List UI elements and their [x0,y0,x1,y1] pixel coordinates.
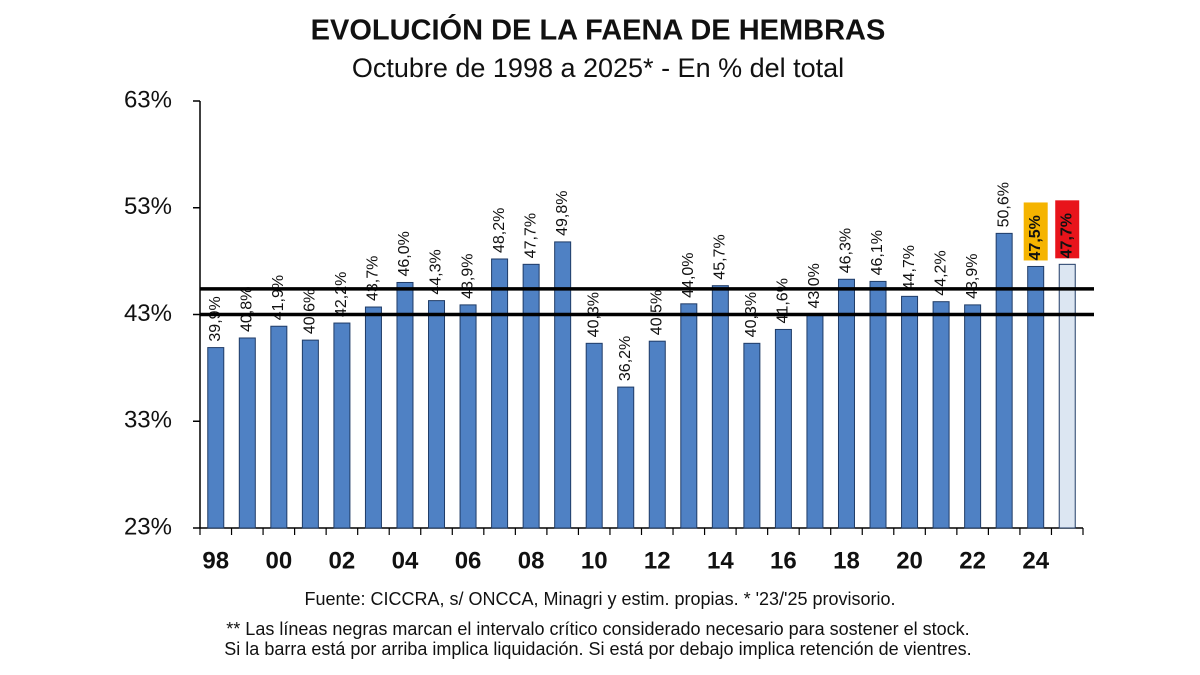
bar [806,314,824,529]
bar [743,342,761,529]
value-label: 41,9% [270,275,287,320]
source-note: Fuente: CICCRA, s/ ONCCA, Minagri y esti… [304,589,895,609]
x-tick-label: 02 [329,547,356,574]
value-label: 41,6% [775,278,792,323]
value-label: 49,8% [554,191,571,236]
bar [491,258,509,529]
x-tick-label: 06 [455,547,482,574]
bar [774,328,792,529]
value-label: 46,0% [396,231,413,276]
x-tick-label: 18 [833,547,860,574]
value-label: 36,2% [617,336,634,381]
x-tick-label: 16 [770,547,797,574]
footnote: Si la barra está por arriba implica liqu… [224,639,971,659]
bar [1027,265,1045,529]
x-tick-label: 08 [518,547,545,574]
x-tick-label: 24 [1022,547,1049,574]
value-label: 46,3% [838,228,855,273]
bar [648,340,666,529]
value-label: 43,9% [459,254,476,299]
bar [207,347,225,529]
y-tick-label: 43% [124,300,172,327]
bar [238,337,256,529]
bar [554,241,572,529]
bar [459,304,477,529]
value-label: 43,0% [806,263,823,308]
bar [333,322,351,529]
bar [932,301,950,529]
value-label: 44,0% [680,252,697,297]
chart-title: EVOLUCIÓN DE LA FAENA DE HEMBRAS [311,13,886,47]
bar [1058,263,1076,529]
value-label: 47,7% [522,213,539,258]
bar [270,325,288,529]
x-tick-label: 04 [392,547,419,574]
value-label: 50,6% [995,182,1012,227]
x-tick-label: 20 [896,547,923,574]
x-tick-label: 10 [581,547,608,574]
value-label: 48,2% [491,208,508,253]
value-label: 40,8% [239,287,256,332]
x-tick-label: 12 [644,547,671,574]
value-label: 46,1% [869,230,886,275]
bar [964,304,982,529]
value-label: 39,9% [207,296,224,341]
x-tick-label: 98 [202,547,229,574]
chart-subtitle: Octubre de 1998 a 2025* - En % del total [352,53,844,83]
x-tick-label: 14 [707,547,734,574]
x-tick-label: 22 [959,547,986,574]
bar [617,386,635,529]
value-label: 42,2% [333,272,350,317]
value-label: 47,7% [1058,213,1075,258]
y-tick-label: 53% [124,193,172,220]
y-tick-label: 23% [124,513,172,540]
value-label: 47,5% [1027,215,1044,260]
value-label-highlight [1023,202,1048,261]
bar [522,263,540,529]
bar [585,342,603,529]
footnote: ** Las líneas negras marcan el intervalo… [226,619,969,639]
x-tick-label: 00 [265,547,292,574]
value-label: 44,2% [932,250,949,295]
y-tick-label: 63% [124,86,172,113]
bar [837,278,855,529]
value-label: 44,7% [901,245,918,290]
value-label: 40,5% [648,290,665,335]
bar [364,306,382,529]
value-label: 45,7% [712,234,729,279]
bar [711,285,729,529]
y-tick-label: 33% [124,407,172,434]
value-label: 40,6% [302,289,319,334]
bar [428,300,446,529]
bar [869,280,887,529]
value-label: 43,9% [964,254,981,299]
bar [301,339,319,529]
value-label: 43,7% [365,256,382,301]
bar [680,303,698,529]
bar [901,295,919,529]
bar [396,281,414,529]
value-label: 44,3% [428,249,445,294]
bar [995,232,1013,529]
value-label-highlight [1055,200,1080,259]
